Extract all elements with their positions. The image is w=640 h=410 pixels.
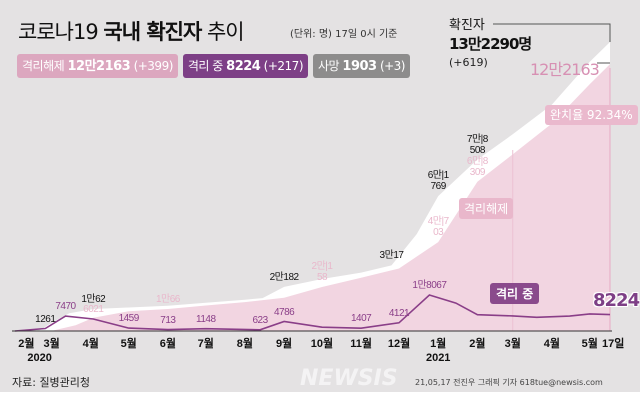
credit-note: 21,05,17 전진우 그래픽 기자 618tue@newsis.com (415, 378, 603, 387)
data-label: 2만182 (269, 271, 299, 283)
data-label: 6만|1769 (427, 170, 449, 193)
x-tick-label: 11월 (350, 336, 372, 350)
chip-value: 12만2163 (67, 59, 131, 74)
data-label: 6021 (83, 304, 104, 315)
chip-label: 사망 (318, 59, 340, 73)
total-value: 13만2290명 (449, 35, 532, 53)
chip-delta: (+399) (133, 59, 174, 73)
unit-note: (단위: 명) 17일 0시 기준 (290, 29, 398, 40)
data-label: 6만|8309 (466, 155, 488, 178)
x-tick-label: 5월 (121, 336, 137, 350)
chip-value: 8224 (226, 59, 261, 74)
title-part: 국내 확진자 (103, 20, 202, 44)
total-delta: (+619) (449, 56, 488, 69)
chip-value: 1903 (342, 59, 377, 74)
total-label: 확진자 (449, 18, 485, 33)
x-tick-label: 2월 (18, 336, 34, 350)
x-tick-label: 7월 (198, 336, 214, 350)
data-label: 1만8067 (412, 280, 447, 291)
cleared-area (15, 64, 610, 331)
chip-label: 격리해제 (22, 59, 65, 73)
data-label: 4121 (388, 307, 410, 319)
isolation-line (14, 294, 611, 332)
x-tick-label: 1월 (430, 336, 446, 350)
data-label: 713 (160, 314, 176, 326)
data-label: 1459 (118, 313, 140, 325)
title-part: 코로나19 (18, 20, 99, 44)
source-note: 자료: 질병관리청 (12, 376, 91, 389)
data-label: 1261 (35, 313, 56, 325)
chip-delta: (+217) (263, 59, 304, 73)
chip-label: 격리 중 (187, 59, 223, 73)
data-label: 2만|158 (311, 261, 333, 283)
data-label: 3만17 (379, 250, 404, 262)
data-label: 1만62 (81, 294, 106, 305)
page-title: 코로나19 국내 확진자 추이 (18, 16, 245, 46)
data-label: 1만66 (155, 294, 180, 305)
x-tick-year: 2020 (27, 352, 51, 364)
x-tick-label: 17일 (602, 336, 624, 350)
total-connector (493, 23, 611, 42)
x-tick-label: 4월 (83, 336, 99, 350)
x-tick-label: 6월 (160, 336, 176, 350)
data-label: 7만|8508 (466, 133, 488, 156)
x-tick-label: 9월 (276, 336, 292, 350)
data-label: 4786 (273, 306, 295, 318)
chip-cleared: 격리해제 12만2163 (+399) (17, 54, 178, 78)
x-tick-label: 8월 (237, 336, 253, 350)
data-label: 1407 (350, 313, 372, 325)
cleared-value: 12만2163 (530, 60, 600, 79)
data-label: 623 (252, 314, 269, 326)
title-part: 추이 (206, 20, 245, 44)
x-tick-label: 10월 (311, 336, 333, 350)
watermark: NEWSIS (300, 366, 398, 391)
summary-chips: 격리해제 12만2163 (+399) 격리 중 8224 (+217) 사망 … (17, 54, 410, 78)
data-label: 4만|703 (427, 216, 449, 239)
isolation-value: 8224 (593, 290, 640, 311)
x-tick-label: 12월 (388, 336, 410, 350)
data-label: 1148 (196, 313, 216, 325)
chip-deaths: 사망 1903 (+3) (313, 54, 410, 78)
data-label: 7470 (55, 301, 76, 313)
x-tick-label: 2월 (469, 336, 485, 350)
cleared-series-label: 격리해제 (459, 198, 514, 219)
x-tick-label: 3월 (44, 336, 60, 350)
chip-isolation: 격리 중 8224 (+217) (182, 54, 308, 78)
isolation-series-label: 격리 중 (490, 283, 540, 304)
chip-delta: (+3) (379, 59, 406, 73)
x-tick-year: 2021 (426, 352, 450, 364)
recovery-rate-badge: 완치율 92.34% (545, 105, 638, 125)
x-tick-label: 3월 (505, 336, 521, 350)
x-tick-label: 5월 (582, 336, 598, 350)
x-tick-label: 4월 (544, 336, 560, 350)
